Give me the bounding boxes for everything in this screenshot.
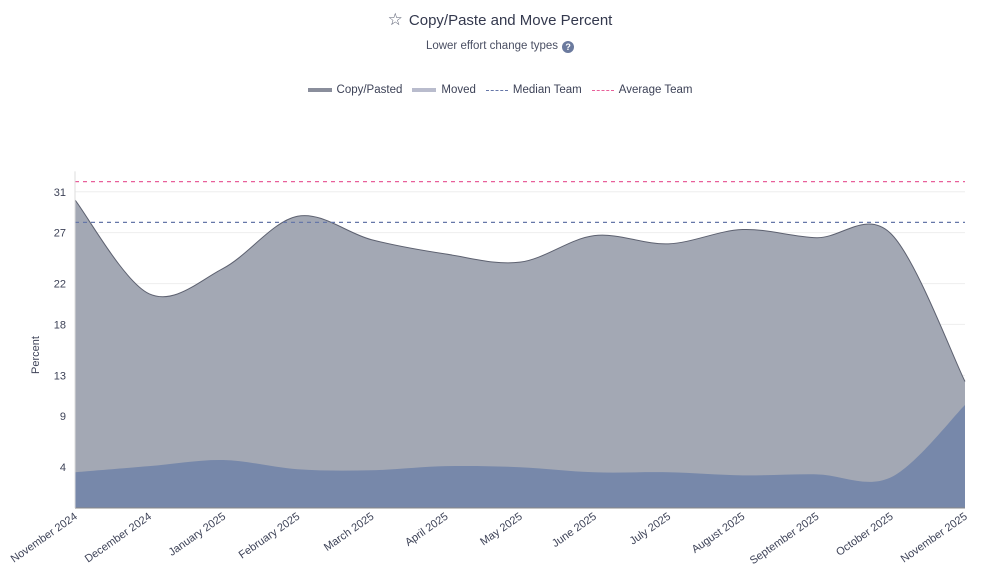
legend-label: Average Team [618, 84, 693, 96]
legend-swatch [591, 89, 614, 91]
x-tick-label: December 2024 [83, 511, 154, 566]
legend-item-median-team[interactable]: Median Team [485, 84, 582, 96]
legend-label: Moved [441, 84, 476, 96]
area-outline [74, 199, 966, 382]
x-tick-label: November 2025 [899, 511, 970, 566]
chart-subtitle: Lower effort change types? [0, 40, 1000, 53]
x-tick-label: November 2024 [9, 511, 80, 566]
legend-swatch [485, 89, 508, 91]
legend-item-average-team[interactable]: Average Team [591, 84, 693, 96]
x-tick-label: May 2025 [478, 511, 524, 549]
y-tick-label: 27 [54, 228, 66, 240]
x-tick-label: February 2025 [237, 511, 302, 562]
chart-title: ☆ Copy/Paste and Move Percent [0, 10, 1000, 30]
subtitle-text: Lower effort change types [425, 40, 559, 52]
x-tick-label: August 2025 [690, 511, 747, 556]
y-tick-label: 31 [54, 187, 66, 199]
legend-item-moved[interactable]: Moved [412, 84, 476, 96]
x-tick-label: April 2025 [403, 511, 450, 549]
y-axis-label: Percent [30, 336, 42, 374]
x-tick-label: September 2025 [748, 511, 822, 567]
question-circle-icon[interactable]: ? [562, 41, 575, 53]
x-tick-label: March 2025 [322, 511, 376, 554]
legend-item-copy-pasted[interactable]: Copy/Pasted [307, 84, 403, 96]
y-tick-label: 18 [54, 319, 66, 331]
chart-title-text: Copy/Paste and Move Percent [408, 12, 613, 29]
y-tick-label: 13 [54, 370, 66, 382]
legend: Copy/Pasted Moved Median Team Average Te… [0, 84, 1000, 96]
star-outline-icon[interactable]: ☆ [387, 10, 403, 29]
legend-swatch [307, 88, 332, 92]
x-tick-label: July 2025 [628, 511, 673, 548]
area-moved [75, 404, 965, 508]
y-tick-label: 9 [60, 411, 66, 423]
legend-label: Median Team [512, 84, 582, 96]
legend-label: Copy/Pasted [336, 84, 403, 96]
x-tick-label: October 2025 [834, 511, 895, 559]
x-tick-label: June 2025 [550, 511, 599, 550]
y-tick-label: 4 [60, 462, 66, 474]
x-tick-label: January 2025 [167, 511, 228, 559]
legend-swatch [412, 88, 437, 92]
y-tick-label: 22 [54, 279, 66, 291]
area-copy-pasted [75, 199, 965, 508]
